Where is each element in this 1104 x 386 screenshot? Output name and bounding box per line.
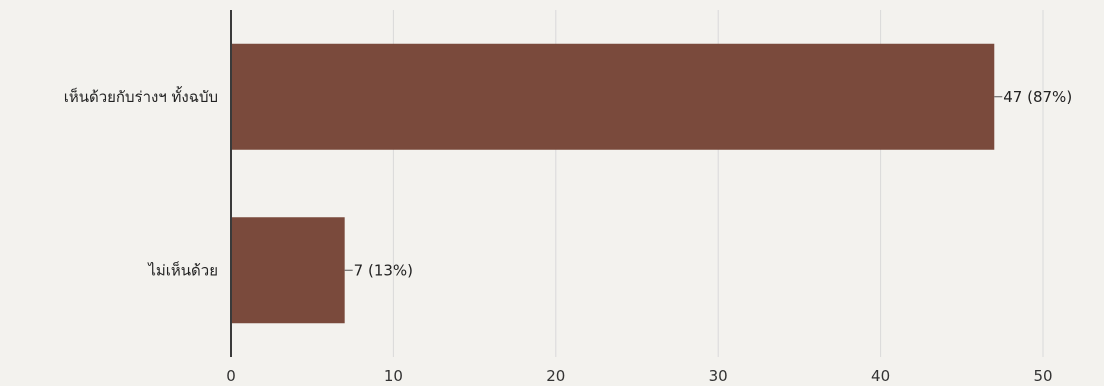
- x-tick-label-50: 50: [1033, 367, 1052, 385]
- data-label-1: 7 (13%): [354, 261, 413, 279]
- x-tick-label-40: 40: [871, 367, 890, 385]
- labels: 0 10 20 30 40 50 เห็นด้วยกับร่างฯ ทั้งฉบับ 47 (…: [64, 86, 1072, 385]
- x-tick-label-10: 10: [384, 367, 403, 385]
- bar-1: [231, 217, 345, 324]
- data-label-0: 47 (87%): [1003, 88, 1072, 106]
- category-label-1: ไม่เห็นด้วย: [147, 260, 218, 279]
- x-tick-label-0: 0: [226, 367, 236, 385]
- bars: [231, 43, 995, 324]
- x-tick-label-30: 30: [709, 367, 728, 385]
- category-label-0: เห็นด้วยกับร่างฯ ทั้งฉบับ: [64, 86, 218, 106]
- x-tick-label-20: 20: [546, 367, 565, 385]
- bar-0: [231, 43, 995, 150]
